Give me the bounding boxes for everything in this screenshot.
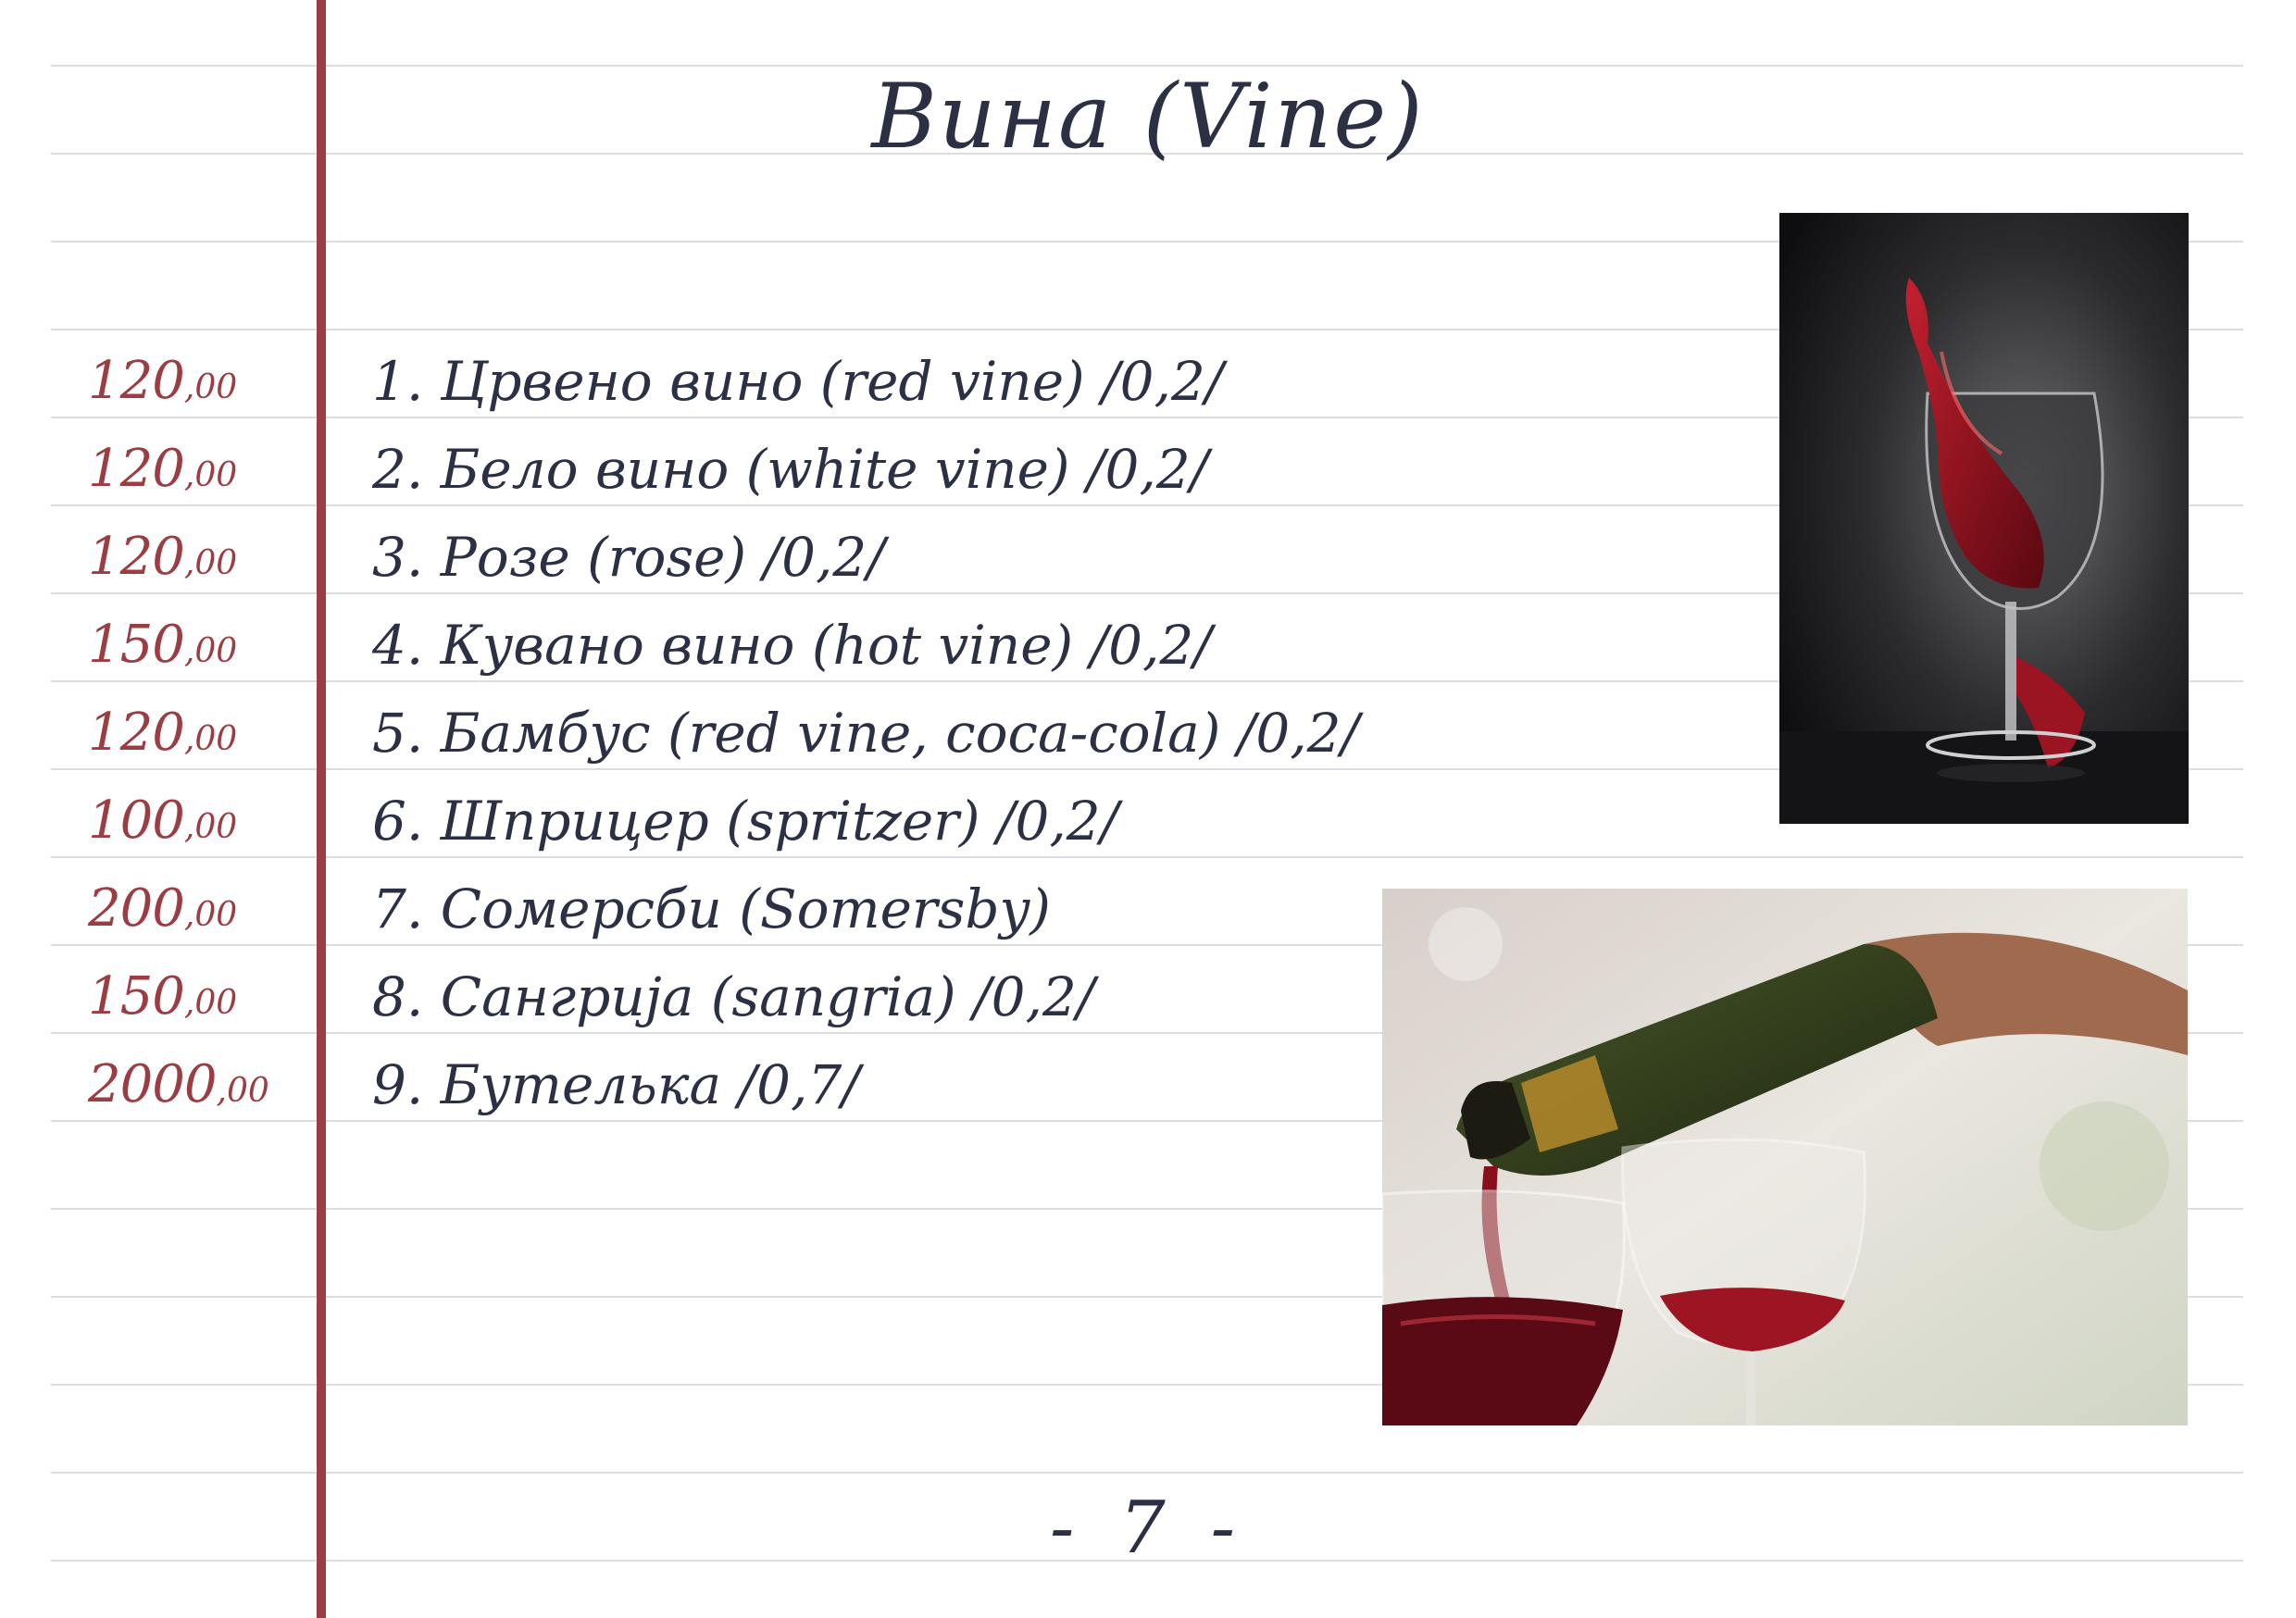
ruled-line [51,680,2243,682]
menu-price: 2000,00 [88,1054,269,1114]
price-decimals: ,00 [183,984,238,1022]
price-value: 150 [88,966,185,1027]
ruled-line [51,856,2243,858]
menu-row: 200,00 7. Сомерсби (Somersby) [0,856,2296,944]
menu-price: 150,00 [88,966,237,1027]
ruled-line [51,768,2243,770]
menu-row: 100,00 6. Шприцер (spritzer) /0,2/ [0,768,2296,856]
price-value: 200 [88,878,185,939]
price-decimals: ,00 [216,1072,269,1110]
price-decimals: ,00 [183,632,238,670]
menu-item: 3. Розе (rose) /0,2/ [372,526,885,589]
wine-glass-splash-photo [1779,213,2189,824]
menu-price: 120,00 [88,439,237,499]
ruled-line [51,592,2243,594]
price-value: 120 [88,703,185,763]
margin-line [317,0,326,1618]
menu-row: 120,00 3. Розе (rose) /0,2/ [0,504,2296,592]
price-decimals: ,00 [183,720,238,758]
ruled-line [51,153,2243,155]
price-value: 120 [88,439,185,499]
menu-price: 120,00 [88,351,237,411]
menu-item: 6. Шприцер (spritzer) /0,2/ [372,790,1119,853]
price-decimals: ,00 [183,368,238,406]
menu-price: 150,00 [88,615,237,675]
ruled-line [51,65,2243,67]
menu-item: 8. Сангрија (sangria) /0,2/ [372,965,1095,1028]
ruled-line [51,1120,2243,1122]
pouring-wine-photo [1382,889,2188,1425]
ruled-line [51,1296,2243,1298]
menu-item: 4. Кувано вино (hot vine) /0,2/ [372,614,1212,677]
menu-row: 120,00 5. Бамбус (red vine, coca-cola) /… [0,680,2296,768]
ruled-line [51,1032,2243,1034]
menu-price: 100,00 [88,790,237,851]
ruled-line [51,1208,2243,1210]
menu-price: 200,00 [88,878,237,939]
price-value: 120 [88,351,185,411]
ruled-line [51,1560,2243,1562]
price-decimals: ,00 [183,456,238,494]
ruled-line [51,944,2243,946]
price-value: 2000 [88,1054,218,1114]
ruled-line [51,504,2243,506]
menu-row: 150,00 8. Сангрија (sangria) /0,2/ [0,944,2296,1032]
menu-item: 9. Бутелька /0,7/ [372,1053,860,1116]
price-decimals: ,00 [183,808,238,846]
menu-item: 2. Бело вино (white vine) /0,2/ [372,438,1209,501]
menu-item: 1. Црвено вино (red vine) /0,2/ [372,350,1224,413]
price-decimals: ,00 [183,896,238,934]
page-title: Вина (Vine) [871,65,1425,168]
menu-item: 5. Бамбус (red vine, coca-cola) /0,2/ [372,702,1360,765]
menu-row: 120,00 2. Бело вино (white vine) /0,2/ [0,417,2296,504]
ruled-line [51,1384,2243,1386]
menu-row: 150,00 4. Кувано вино (hot vine) /0,2/ [0,592,2296,680]
menu-row: 120,00 1. Црвено вино (red vine) /0,2/ [0,329,2296,417]
price-value: 100 [88,790,185,851]
ruled-line [51,241,2243,243]
menu-item: 7. Сомерсби (Somersby) [372,877,1051,940]
menu-row: 2000,00 9. Бутелька /0,7/ [0,1032,2296,1120]
ruled-line [51,417,2243,418]
menu-price: 120,00 [88,527,237,587]
menu-price: 120,00 [88,703,237,763]
price-value: 150 [88,615,185,675]
price-decimals: ,00 [183,544,238,582]
price-value: 120 [88,527,185,587]
ruled-line [51,1472,2243,1474]
ruled-line [51,329,2243,330]
page-number: - 7 - [1050,1487,1246,1570]
